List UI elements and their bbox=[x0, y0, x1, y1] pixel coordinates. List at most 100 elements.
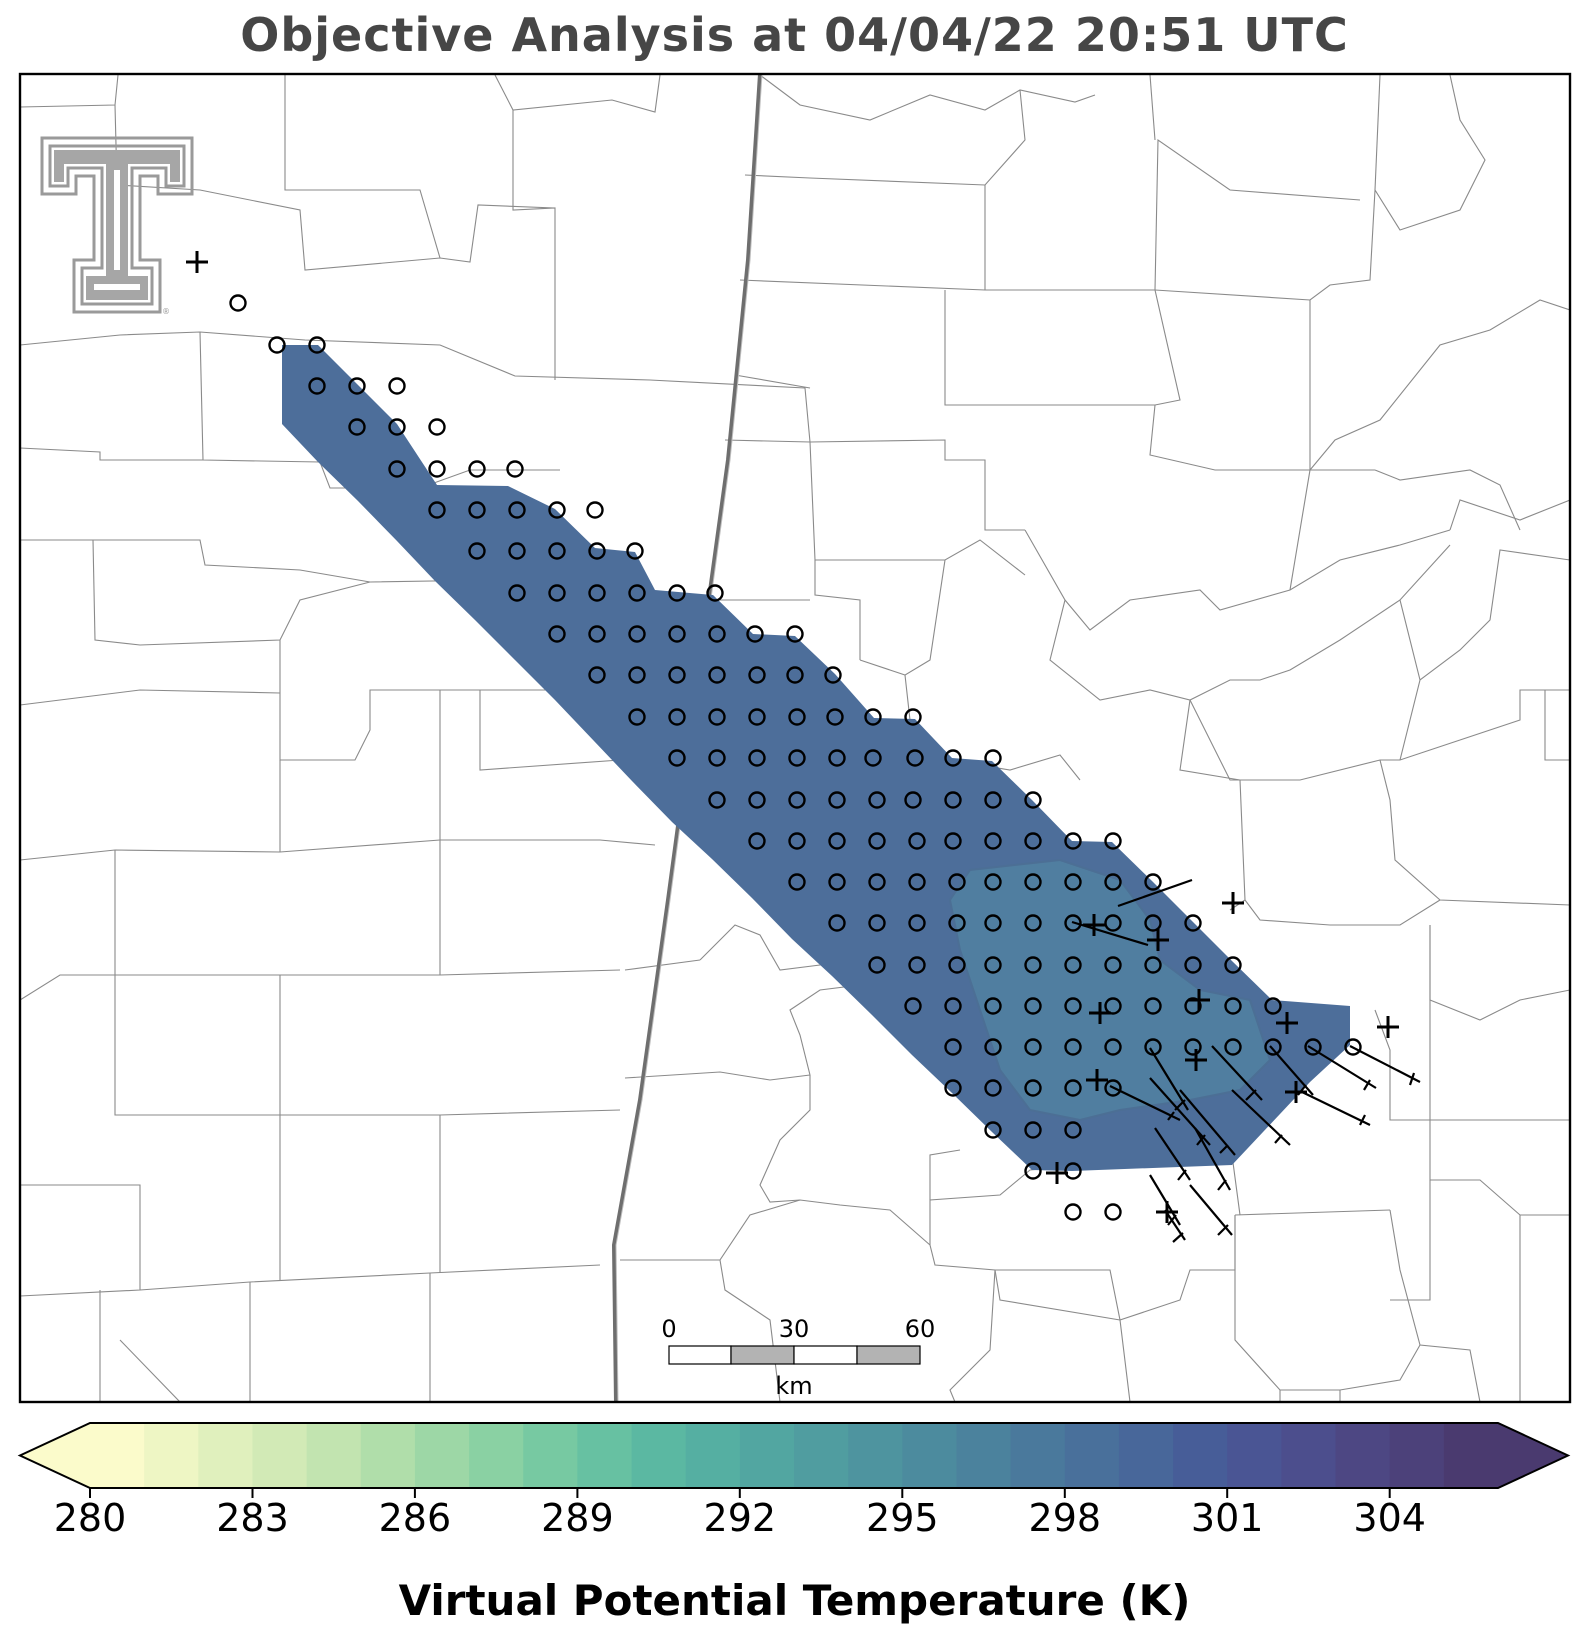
scale-bar: 0 30 60 km bbox=[661, 1315, 935, 1400]
grid-point-circle-icon bbox=[904, 791, 922, 809]
grid-point-circle-icon bbox=[668, 666, 686, 684]
scale-label-end: 60 bbox=[905, 1315, 936, 1343]
svg-text:®: ® bbox=[162, 307, 170, 316]
grid-point-circle-icon bbox=[1064, 1079, 1082, 1097]
grid-point-circle-icon bbox=[1104, 956, 1122, 974]
grid-point-circle-icon bbox=[1064, 1162, 1082, 1180]
grid-point-circle-icon bbox=[1184, 956, 1202, 974]
wind-barb-icon bbox=[1117, 878, 1193, 908]
grid-points bbox=[229, 294, 1362, 1221]
grid-point-circle-icon bbox=[1064, 873, 1082, 891]
grid-point-circle-icon bbox=[668, 749, 686, 767]
colorbar-cell bbox=[1118, 1423, 1174, 1488]
grid-point-circle-icon bbox=[984, 914, 1002, 932]
grid-point-circle-icon bbox=[1064, 832, 1082, 850]
wind-barb-icon bbox=[1194, 1127, 1231, 1191]
grid-point-circle-icon bbox=[508, 584, 526, 602]
grid-point-circle-icon bbox=[1344, 1038, 1362, 1056]
grid-point-circle-icon bbox=[1024, 832, 1042, 850]
colorbar-cell bbox=[198, 1423, 254, 1488]
colorbar-tick-label: 283 bbox=[216, 1496, 289, 1540]
grid-point-circle-icon bbox=[468, 542, 486, 560]
colorbar-tick-label: 292 bbox=[703, 1496, 777, 1540]
grid-point-circle-icon bbox=[748, 749, 766, 767]
grid-point-circle-icon bbox=[628, 584, 646, 602]
grid-point-circle-icon bbox=[904, 997, 922, 1015]
grid-point-circle-icon bbox=[1024, 1121, 1042, 1139]
grid-point-circle-icon bbox=[1024, 1079, 1042, 1097]
grid-point-circle-icon bbox=[588, 666, 606, 684]
grid-point-circle-icon bbox=[1064, 956, 1082, 974]
station-plus-icon bbox=[1156, 1201, 1178, 1223]
wind-barbs bbox=[1071, 878, 1421, 1243]
grid-point-circle-icon bbox=[708, 625, 726, 643]
grid-point-circle-icon bbox=[548, 542, 566, 560]
station-plus-icon bbox=[1285, 1081, 1307, 1103]
grid-point-circle-icon bbox=[348, 418, 366, 436]
grid-point-circle-icon bbox=[708, 708, 726, 726]
grid-point-circle-icon bbox=[984, 832, 1002, 850]
grid-point-circle-icon bbox=[628, 666, 646, 684]
grid-point-circle-icon bbox=[308, 377, 326, 395]
map-frame-border bbox=[18, 72, 1572, 1404]
colorbar-cell bbox=[1443, 1423, 1499, 1488]
grid-point-circle-icon bbox=[1104, 832, 1122, 850]
grid-point-circle-icon bbox=[706, 584, 724, 602]
grid-point-circle-icon bbox=[788, 791, 806, 809]
grid-point-circle-icon bbox=[668, 708, 686, 726]
grid-point-circle-icon bbox=[626, 542, 644, 560]
colorbar-tick-label: 295 bbox=[866, 1496, 939, 1540]
grid-point-circle-icon bbox=[786, 625, 804, 643]
grid-point-circle-icon bbox=[1104, 1079, 1122, 1097]
grid-point-circle-icon bbox=[828, 791, 846, 809]
wind-barb-icon bbox=[1179, 1089, 1236, 1156]
grid-point-circle-icon bbox=[984, 749, 1002, 767]
colorbar-cell bbox=[1173, 1423, 1228, 1488]
grid-point-circle-icon bbox=[1024, 1038, 1042, 1056]
grid-point-circle-icon bbox=[828, 749, 846, 767]
colorbar-cell bbox=[469, 1423, 524, 1488]
grid-point-circle-icon bbox=[668, 625, 686, 643]
grid-point-circle-icon bbox=[708, 749, 726, 767]
grid-point-circle-icon bbox=[1184, 914, 1202, 932]
grid-point-circle-icon bbox=[628, 708, 646, 726]
colorbar-cell bbox=[739, 1423, 795, 1488]
grid-point-circle-icon bbox=[944, 997, 962, 1015]
colorbar-cell bbox=[1389, 1423, 1445, 1488]
grid-point-circle-icon bbox=[1064, 1121, 1082, 1139]
grid-point-circle-icon bbox=[388, 377, 406, 395]
grid-point-circle-icon bbox=[748, 708, 766, 726]
colorbar-cell bbox=[577, 1423, 633, 1488]
colorbar-tick-label: 289 bbox=[541, 1496, 614, 1540]
station-plus-icon bbox=[1147, 929, 1169, 951]
grid-point-circle-icon bbox=[548, 625, 566, 643]
grid-point-circle-icon bbox=[864, 708, 882, 726]
grid-point-circle-icon bbox=[1104, 1203, 1122, 1221]
grid-point-circle-icon bbox=[944, 832, 962, 850]
scale-label-mid: 30 bbox=[779, 1315, 810, 1343]
colorbar bbox=[17, 1422, 1571, 1498]
grid-point-circle-icon bbox=[628, 625, 646, 643]
grid-point-circle-icon bbox=[468, 501, 486, 519]
colorbar-tick-label: 301 bbox=[1190, 1496, 1264, 1540]
grid-point-circle-icon bbox=[1024, 791, 1042, 809]
scale-label-start: 0 bbox=[661, 1315, 676, 1343]
grid-point-circle-icon bbox=[788, 708, 806, 726]
wind-barb-icon bbox=[1307, 1045, 1377, 1091]
grid-point-circle-icon bbox=[948, 873, 966, 891]
station-plus-icon bbox=[1083, 914, 1105, 936]
colorbar-cell bbox=[956, 1423, 1012, 1488]
station-plus-icon bbox=[1185, 1049, 1207, 1071]
colorbar-label: Virtual Potential Temperature (K) bbox=[398, 1576, 1191, 1625]
grid-point-circle-icon bbox=[1064, 997, 1082, 1015]
grid-point-circle-icon bbox=[308, 336, 326, 354]
station-plus-icon bbox=[1377, 1016, 1399, 1038]
colorbar-cell bbox=[144, 1423, 199, 1488]
grid-point-circle-icon bbox=[904, 708, 922, 726]
wind-barb-icon bbox=[1189, 1184, 1233, 1236]
grid-point-circle-icon bbox=[1064, 1038, 1082, 1056]
grid-point-circle-icon bbox=[508, 501, 526, 519]
grid-point-circle-icon bbox=[548, 501, 566, 519]
scale-unit: km bbox=[775, 1372, 812, 1400]
